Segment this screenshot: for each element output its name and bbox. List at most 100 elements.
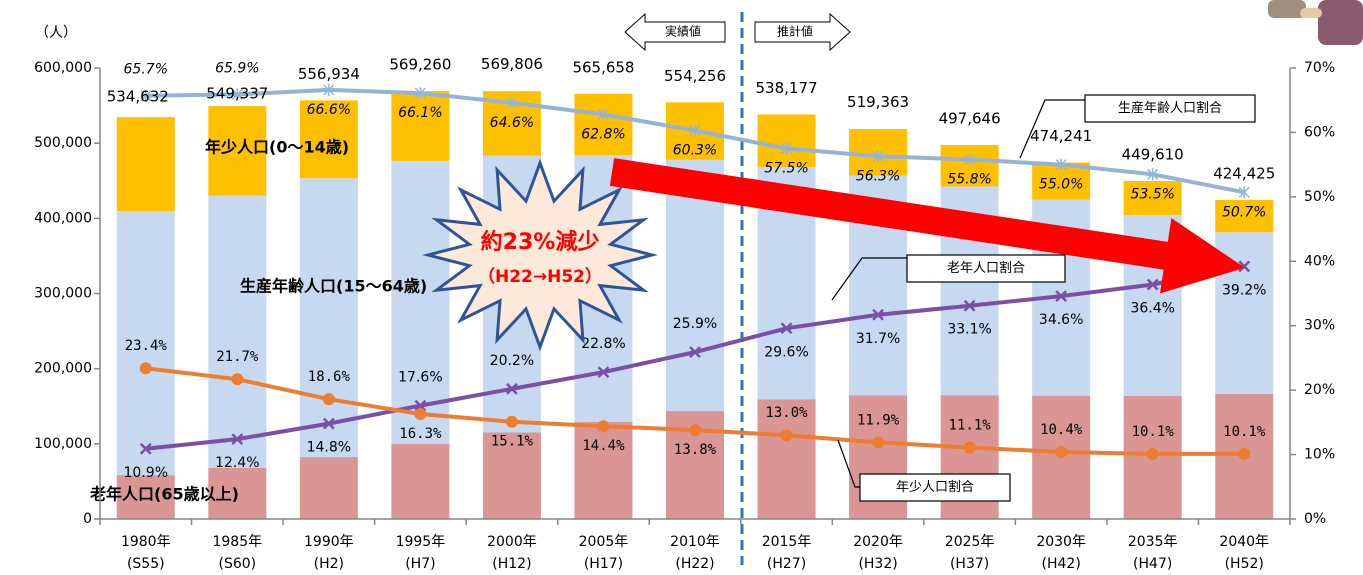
data-label: 14.8%: [307, 440, 351, 456]
x-tick-label: (H27): [767, 556, 806, 572]
series-label: 年少人口(0～14歳): [205, 138, 349, 157]
marker: [781, 429, 793, 441]
x-tick-label: 2040年: [1219, 534, 1269, 550]
data-label: 10.1%: [1132, 424, 1175, 440]
marker: [140, 362, 152, 374]
total-label: 449,610: [1122, 146, 1184, 164]
marker: [964, 441, 976, 453]
y2-tick-label: 30%: [1304, 318, 1335, 334]
y2-tick-label: 0%: [1304, 511, 1326, 527]
data-label: 65.9%: [215, 60, 259, 76]
y-tick-label: 0: [83, 511, 92, 527]
data-label: 18.6%: [308, 369, 351, 385]
data-label: 60.3%: [673, 142, 717, 158]
x-tick-label: (S60): [218, 556, 256, 572]
x-tick-label: 1995年: [396, 534, 446, 550]
total-label: 474,241: [1030, 127, 1092, 145]
data-label: 10.1%: [1223, 424, 1266, 440]
burst-title: 約23%減少: [481, 229, 600, 255]
data-label: 65.7%: [124, 62, 168, 78]
marker: [506, 416, 518, 428]
legend-label: 生産年齢人口割合: [1118, 100, 1222, 116]
total-label: 554,256: [664, 67, 726, 85]
data-label: 20.2%: [490, 353, 534, 369]
y2-tick-label: 10%: [1304, 447, 1335, 463]
y2-tick-label: 70%: [1304, 60, 1335, 76]
marker: [597, 420, 609, 432]
y-axis-unit: （人）: [35, 25, 77, 41]
data-label: 62.8%: [581, 126, 625, 142]
chart: （人） 実績値 推計値 534,632549,337556,934569,260…: [0, 0, 1363, 575]
y-tick-label: 600,000: [34, 60, 92, 76]
data-label: 53.5%: [1130, 186, 1174, 202]
data-label: 23.4%: [125, 338, 168, 354]
x-tick-label: 2010年: [670, 534, 720, 550]
data-label: 16.3%: [399, 426, 442, 442]
y-tick-label: 200,000: [34, 361, 92, 377]
data-label: 11.9%: [857, 412, 900, 428]
data-label: 21.7%: [216, 349, 259, 365]
data-label: 55.8%: [947, 171, 991, 187]
data-label: 66.1%: [398, 105, 442, 121]
marker: [689, 424, 701, 436]
y2-tick-label: 20%: [1304, 382, 1335, 398]
total-label: 534,632: [107, 88, 169, 106]
data-label: 11.1%: [949, 417, 992, 433]
y2-tick-label: 50%: [1304, 189, 1335, 205]
data-label: 15.1%: [491, 434, 534, 450]
data-label: 66.6%: [307, 102, 351, 118]
x-tick-label: (H47): [1133, 556, 1172, 572]
bar-segment: [300, 178, 358, 457]
illustration: [1268, 0, 1363, 45]
burst: [428, 163, 652, 347]
x-tick-label: (H12): [492, 556, 531, 572]
data-label: 50.7%: [1222, 204, 1266, 220]
y-tick-label: 100,000: [34, 436, 92, 452]
data-label: 25.9%: [673, 316, 717, 332]
data-label: 10.4%: [1040, 422, 1083, 438]
data-label: 57.5%: [764, 161, 808, 177]
total-label: 556,934: [298, 65, 360, 83]
total-label: 538,177: [756, 79, 818, 97]
bar-segment: [117, 117, 175, 211]
bar-segment: [300, 457, 358, 519]
y2-tick-label: 40%: [1304, 253, 1335, 269]
x-tick-label: (H22): [675, 556, 714, 572]
x-tick-label: (H37): [950, 556, 989, 572]
x-tick-label: (H2): [314, 556, 344, 572]
burst-subtitle: （H22→H52）: [478, 266, 602, 287]
data-label: 55.0%: [1039, 177, 1083, 193]
x-tick-label: (H17): [584, 556, 623, 572]
marker: [1055, 446, 1067, 458]
x-tick-label: (H32): [858, 556, 897, 572]
data-label: 17.6%: [398, 370, 442, 386]
x-tick-label: 2030年: [1036, 534, 1086, 550]
total-label: 497,646: [939, 109, 1001, 127]
data-label: 22.8%: [581, 336, 625, 352]
data-label: 36.4%: [1130, 300, 1174, 316]
x-tick-label: 2015年: [762, 534, 812, 550]
marker: [1147, 448, 1159, 460]
total-label: 569,260: [389, 56, 451, 74]
data-label: 31.7%: [856, 331, 900, 347]
total-label: 569,806: [481, 55, 543, 73]
series-label: 生産年齢人口(15～64歳): [240, 277, 427, 296]
data-label: 13.8%: [674, 442, 717, 458]
data-label: 14.4%: [582, 438, 625, 454]
data-label: 64.6%: [490, 115, 534, 131]
data-label: 39.2%: [1222, 282, 1266, 298]
y-tick-label: 300,000: [34, 286, 92, 302]
data-label: 33.1%: [947, 322, 991, 338]
total-label: 519,363: [847, 93, 909, 111]
actual-label: 実績値: [665, 24, 701, 39]
projected-label: 推計値: [777, 24, 813, 39]
x-tick-label: 2025年: [945, 534, 995, 550]
series-label: 老年人口(65歳以上): [89, 485, 239, 504]
data-label: 29.6%: [764, 344, 808, 360]
total-label: 565,658: [572, 58, 634, 76]
marker: [323, 393, 335, 405]
x-tick-label: 1980年: [121, 534, 171, 550]
y-tick-label: 400,000: [34, 210, 92, 226]
data-label: 13.0%: [765, 405, 808, 421]
x-tick-label: 1985年: [212, 534, 262, 550]
